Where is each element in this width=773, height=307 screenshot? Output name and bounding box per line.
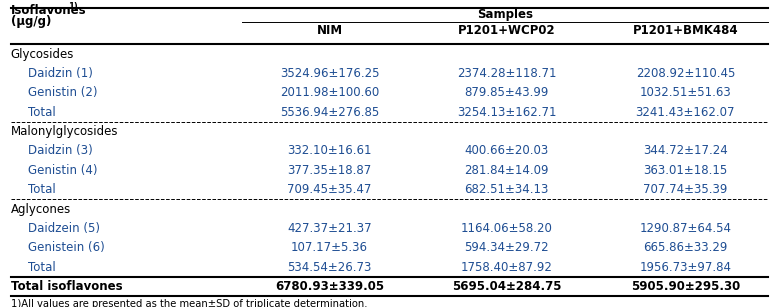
Text: 1): 1): [67, 2, 77, 11]
Text: 3524.96±176.25: 3524.96±176.25: [280, 67, 380, 80]
Text: 2208.92±110.45: 2208.92±110.45: [635, 67, 735, 80]
Text: 281.84±14.09: 281.84±14.09: [465, 164, 549, 177]
Text: 594.34±29.72: 594.34±29.72: [465, 241, 549, 254]
Text: 107.17±5.36: 107.17±5.36: [291, 241, 368, 254]
Text: Aglycones: Aglycones: [11, 203, 71, 216]
Text: 400.66±20.03: 400.66±20.03: [465, 144, 549, 157]
Text: Total: Total: [28, 106, 56, 119]
Text: 879.85±43.99: 879.85±43.99: [465, 86, 549, 99]
Text: 5905.90±295.30: 5905.90±295.30: [631, 280, 740, 293]
Text: 1164.06±58.20: 1164.06±58.20: [461, 222, 553, 235]
Text: Glycosides: Glycosides: [11, 48, 74, 60]
Text: Total: Total: [28, 183, 56, 196]
Text: Malonylglycosides: Malonylglycosides: [11, 125, 118, 138]
Text: Isoflavones: Isoflavones: [11, 4, 87, 17]
Text: Genistin (4): Genistin (4): [28, 164, 97, 177]
Text: 332.10±16.61: 332.10±16.61: [288, 144, 372, 157]
Text: NIM: NIM: [316, 25, 342, 37]
Text: Daidzein (5): Daidzein (5): [28, 222, 100, 235]
Text: (μg/g): (μg/g): [11, 15, 51, 28]
Text: 534.54±26.73: 534.54±26.73: [288, 261, 372, 274]
Text: 5695.04±284.75: 5695.04±284.75: [452, 280, 561, 293]
Text: 427.37±21.37: 427.37±21.37: [288, 222, 372, 235]
Text: 665.86±33.29: 665.86±33.29: [643, 241, 727, 254]
Text: Total isoflavones: Total isoflavones: [11, 280, 122, 293]
Text: 707.74±35.39: 707.74±35.39: [643, 183, 727, 196]
Text: 1032.51±51.63: 1032.51±51.63: [639, 86, 731, 99]
Text: 363.01±18.15: 363.01±18.15: [643, 164, 727, 177]
Text: 2374.28±118.71: 2374.28±118.71: [457, 67, 557, 80]
Text: 1758.40±87.92: 1758.40±87.92: [461, 261, 553, 274]
Text: 344.72±17.24: 344.72±17.24: [643, 144, 727, 157]
Text: Daidzin (1): Daidzin (1): [28, 67, 93, 80]
Text: Genistin (2): Genistin (2): [28, 86, 97, 99]
Text: 3254.13±162.71: 3254.13±162.71: [457, 106, 557, 119]
Text: 1956.73±97.84: 1956.73±97.84: [639, 261, 731, 274]
Text: 6780.93±339.05: 6780.93±339.05: [275, 280, 384, 293]
Text: 709.45±35.47: 709.45±35.47: [288, 183, 372, 196]
Text: 5536.94±276.85: 5536.94±276.85: [280, 106, 379, 119]
Text: 682.51±34.13: 682.51±34.13: [465, 183, 549, 196]
Text: P1201+WCP02: P1201+WCP02: [458, 25, 556, 37]
Text: 377.35±18.87: 377.35±18.87: [288, 164, 372, 177]
Text: Daidzin (3): Daidzin (3): [28, 144, 92, 157]
Text: 1290.87±64.54: 1290.87±64.54: [639, 222, 731, 235]
Text: 2011.98±100.60: 2011.98±100.60: [280, 86, 379, 99]
Text: 1)All values are presented as the mean±SD of triplicate determination.: 1)All values are presented as the mean±S…: [11, 299, 367, 307]
Text: Total: Total: [28, 261, 56, 274]
Text: P1201+BMK484: P1201+BMK484: [632, 25, 738, 37]
Text: Genistein (6): Genistein (6): [28, 241, 104, 254]
Text: Samples: Samples: [477, 8, 533, 21]
Text: 3241.43±162.07: 3241.43±162.07: [635, 106, 735, 119]
